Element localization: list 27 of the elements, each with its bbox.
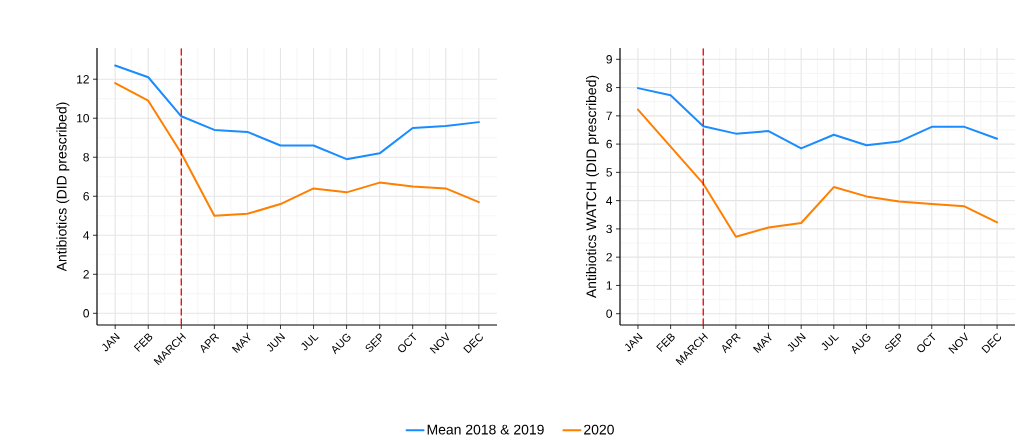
line-series [636,108,999,238]
x-tick-label: JUL [301,335,319,351]
y-tick-label: 8 [83,153,89,162]
y-tick-label: 9 [606,55,612,64]
legend-label: 2020 [584,424,614,435]
line-series [636,87,999,150]
y-tick-label: 7 [606,111,612,120]
y-tick-label: 1 [606,281,612,290]
line-series [114,64,480,161]
y-tick-label: 4 [83,231,90,240]
y-tick-label: 0 [83,309,90,318]
y-tick-label: 2 [606,252,612,262]
y-axis-title: Antibiotics (DID prescribed) [56,102,70,272]
y-tick-label: 4 [606,196,613,205]
x-tick-label: JUL [821,335,839,351]
y-tick-label: 12 [77,75,89,84]
y-tick-label: 6 [606,139,612,149]
line-series [114,82,480,217]
y-tick-label: 6 [83,192,89,201]
y-tick-label: 0 [606,309,613,318]
y-tick-label: 3 [606,224,612,234]
legend-label: Mean 2018 & 2019 [427,424,544,435]
y-tick-label: 2 [83,270,89,279]
y-tick-label: 5 [606,168,612,177]
y-tick-label: 10 [77,114,90,123]
y-tick-label: 8 [606,83,612,92]
y-axis-title: Antibiotics WATCH (DID prescribed) [585,75,599,299]
